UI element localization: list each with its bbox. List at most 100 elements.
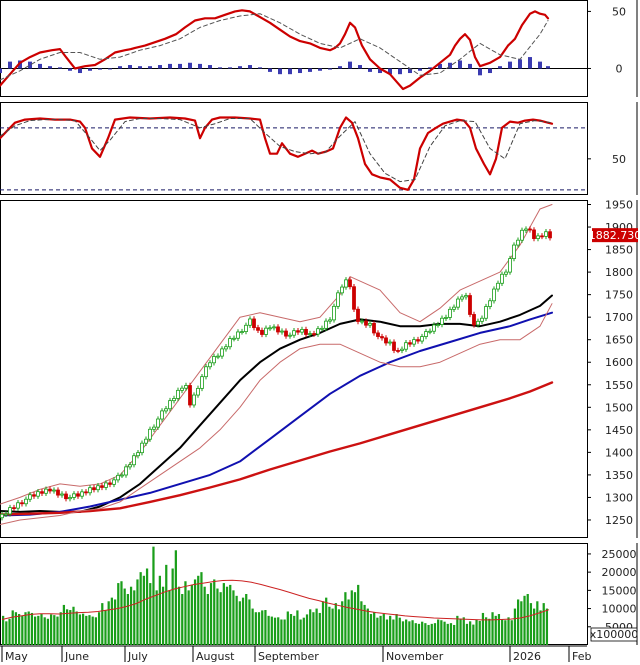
volume-bar xyxy=(337,609,341,645)
macd-histogram-bar xyxy=(28,61,32,69)
price-candle-body xyxy=(148,428,152,440)
volume-bar xyxy=(165,564,168,645)
price-candle-body xyxy=(172,398,176,402)
macd-histogram-bar xyxy=(188,62,192,69)
volume-bar xyxy=(11,610,14,645)
price-candle-body xyxy=(28,494,32,500)
volume-bar xyxy=(529,603,533,645)
price-candle-body xyxy=(80,491,84,497)
stochastic-frame xyxy=(0,102,588,195)
macd-histogram-bar xyxy=(328,68,332,70)
macd-panel[interactable]: 50 0 xyxy=(0,0,638,97)
price-candle-body xyxy=(184,385,188,389)
volume-bar xyxy=(289,614,293,645)
price-candle-body xyxy=(140,442,144,454)
macd-histogram-bar xyxy=(428,67,432,69)
price-y-tick-label: 1550 xyxy=(605,379,633,392)
price-candle-body xyxy=(412,339,416,345)
volume-bar xyxy=(117,583,120,645)
price-candle-body xyxy=(44,488,48,494)
price-band-lower-line xyxy=(0,303,553,525)
volume-bar xyxy=(85,615,88,645)
macd-histogram-bar xyxy=(158,65,162,69)
price-candle-body xyxy=(256,327,260,331)
volume-bar xyxy=(190,584,193,645)
volume-bar xyxy=(155,590,158,645)
price-candle-body xyxy=(264,327,268,335)
price-candle-body xyxy=(400,348,404,351)
volume-bar xyxy=(385,619,389,645)
date-axis-label: 2026 xyxy=(513,650,541,663)
volume-bar xyxy=(2,615,5,645)
volume-bar xyxy=(120,581,123,645)
price-y-tick-label: 1300 xyxy=(605,491,633,504)
macd-histogram-bar xyxy=(398,68,402,75)
macd-histogram-bar xyxy=(538,61,542,69)
price-candle-body xyxy=(544,231,548,237)
macd-histogram-bar xyxy=(218,67,222,69)
volume-bar xyxy=(187,590,190,645)
volume-y-tick-label: 20000 xyxy=(602,566,637,579)
price-candle-body xyxy=(204,366,208,378)
volume-bar xyxy=(497,614,501,645)
volume-bar xyxy=(485,617,488,645)
date-axis-label: November xyxy=(386,650,444,663)
volume-bar xyxy=(126,594,129,645)
price-candle-body xyxy=(52,489,56,492)
volume-bar xyxy=(318,612,321,645)
stochastic-panel[interactable]: 50 xyxy=(0,102,638,195)
macd-histogram-bar xyxy=(0,68,2,74)
price-candle-body xyxy=(368,322,372,326)
price-candle-body xyxy=(164,408,168,412)
price-y-tick-label: 1950 xyxy=(605,199,633,212)
price-candle-body xyxy=(268,327,272,330)
volume-bar xyxy=(398,617,401,645)
price-candle-body xyxy=(288,334,292,337)
volume-bar xyxy=(430,623,433,645)
volume-bar xyxy=(216,588,219,645)
last-price-label: 1882.730 xyxy=(589,229,640,242)
macd-histogram-bar xyxy=(518,59,522,69)
volume-bar xyxy=(411,620,414,645)
price-y-tick-label: 1450 xyxy=(605,424,633,437)
price-candle-body xyxy=(340,286,344,294)
volume-bar xyxy=(513,608,517,645)
price-candle-body xyxy=(500,273,504,284)
price-candle-body xyxy=(540,235,544,238)
price-y-tick-label: 1850 xyxy=(605,244,633,257)
macd-histogram-bar xyxy=(38,63,42,69)
macd-histogram-bar xyxy=(18,60,22,69)
macd-histogram-bar xyxy=(8,61,12,69)
volume-bar xyxy=(113,599,117,645)
volume-bar xyxy=(395,614,398,645)
volume-bar xyxy=(65,609,69,645)
macd-histogram-bar xyxy=(248,65,252,69)
volume-bar xyxy=(232,590,235,645)
price-candle-body xyxy=(508,258,512,273)
price-candle-body xyxy=(16,502,20,509)
volume-bar xyxy=(225,586,229,645)
volume-bar xyxy=(136,579,139,645)
price-candle-body xyxy=(492,288,496,302)
price-candle-body xyxy=(20,502,24,505)
macd-histogram-bar xyxy=(128,65,132,69)
price-candle-body xyxy=(272,326,276,329)
price-candle-body xyxy=(228,338,232,348)
volume-bar xyxy=(94,617,98,645)
volume-bar xyxy=(462,617,465,645)
volume-bar xyxy=(257,612,261,645)
volume-bar xyxy=(168,590,171,645)
macd-histogram-bar xyxy=(488,68,492,74)
price-candle-body xyxy=(124,466,128,476)
price-candle-body xyxy=(456,298,460,308)
price-candle-body xyxy=(316,328,320,335)
macd-histogram-bar xyxy=(468,63,472,69)
price-panel[interactable]: 1950190018501800175017001650160015501500… xyxy=(0,199,640,538)
volume-bar xyxy=(533,608,536,645)
volume-bar xyxy=(37,615,40,645)
volume-bar xyxy=(433,623,437,645)
volume-bar xyxy=(267,615,270,645)
price-candle-body xyxy=(308,333,312,335)
price-candle-body xyxy=(484,306,488,319)
